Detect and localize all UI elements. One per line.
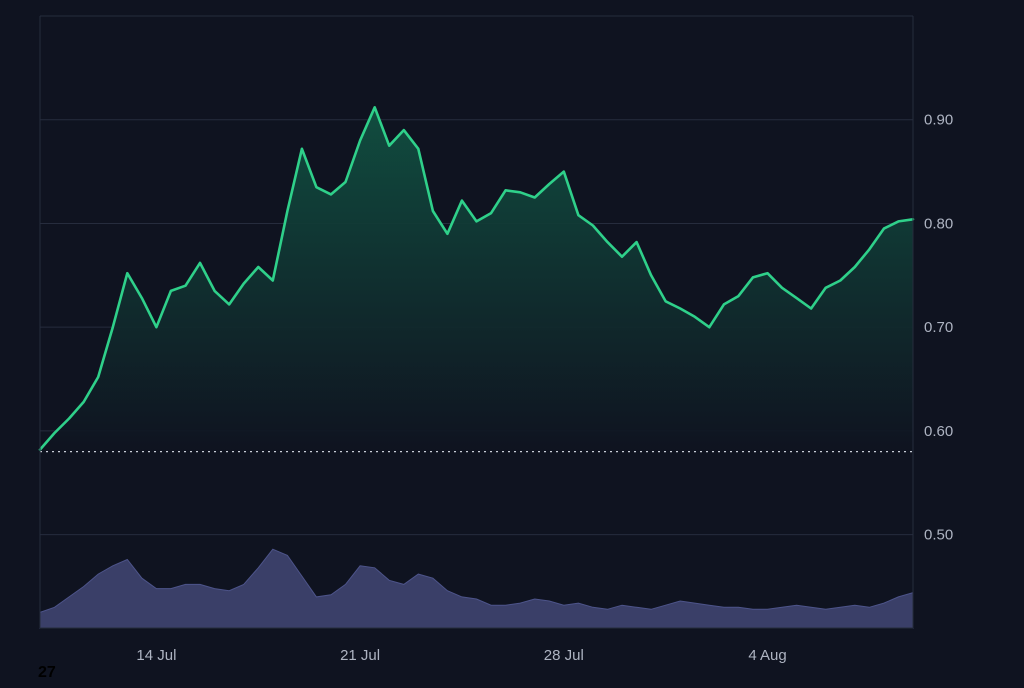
price-point — [199, 262, 201, 264]
price-point — [650, 274, 652, 277]
price-point — [97, 376, 99, 378]
price-line — [38, 106, 915, 451]
x-tick-label: 21 Jul — [340, 647, 380, 664]
price-point — [257, 266, 260, 268]
price-point — [694, 316, 696, 318]
price-point — [519, 191, 521, 194]
x-tick-label: 28 Jul — [544, 647, 584, 664]
y-tick-label: 0.90 — [924, 112, 953, 129]
price-point — [359, 139, 361, 142]
y-tick-label: 0.70 — [924, 319, 953, 336]
price-point — [141, 297, 143, 299]
x-axis: 14 Jul 21 Jul 28 Jul 4 Aug — [136, 647, 786, 664]
y-tick-label: 0.80 — [924, 215, 953, 232]
price-point — [126, 272, 129, 275]
volume-series — [39, 548, 914, 629]
price-point — [403, 129, 405, 131]
price-point — [315, 186, 318, 188]
price-point — [548, 183, 551, 185]
x-tick-label: 14 Jul — [136, 647, 176, 664]
price-point — [824, 287, 827, 289]
price-point — [737, 295, 740, 297]
price-point — [82, 401, 85, 403]
price-point — [577, 214, 580, 216]
price-point — [170, 290, 172, 292]
price-point — [723, 303, 725, 306]
price-point — [635, 241, 638, 243]
y-tick-label: 0.60 — [924, 423, 953, 440]
price-point — [112, 326, 114, 329]
volume-area — [39, 548, 914, 629]
price-point — [606, 241, 609, 243]
y-tick-label: 0.50 — [924, 527, 953, 544]
price-point — [272, 279, 274, 282]
price-point — [504, 189, 507, 192]
price-point — [563, 170, 565, 173]
price-point — [242, 282, 245, 285]
price-point — [432, 210, 434, 212]
price-point — [213, 290, 216, 292]
price-point — [417, 148, 420, 150]
price-point — [621, 255, 623, 258]
price-point — [781, 287, 783, 289]
price-point — [53, 432, 56, 434]
price-point — [388, 144, 391, 147]
price-point — [490, 212, 492, 214]
price-point — [461, 199, 463, 202]
price-point — [475, 220, 478, 223]
y-axis: 0.50 0.60 0.70 0.80 0.90 — [924, 112, 953, 544]
price-area — [40, 107, 913, 452]
price-point — [344, 181, 347, 183]
price-point — [795, 297, 798, 299]
price-point — [446, 233, 449, 235]
price-point — [883, 227, 885, 230]
price-point — [533, 196, 536, 199]
price-point — [68, 417, 70, 420]
price-point — [897, 220, 900, 223]
price-point — [301, 148, 303, 150]
price-point — [679, 307, 681, 310]
price-point — [854, 266, 856, 268]
x-tick-label: 4 Aug — [748, 647, 786, 664]
price-point — [286, 210, 289, 212]
price-point — [839, 279, 842, 282]
price-area-fill — [40, 107, 913, 452]
price-point — [592, 224, 594, 227]
price-point — [810, 307, 812, 310]
price-point — [155, 326, 158, 329]
price-point — [766, 272, 769, 275]
price-point — [708, 326, 711, 329]
price-point — [373, 106, 376, 109]
price-point — [330, 193, 332, 196]
price-point — [664, 300, 667, 303]
price-point — [868, 248, 871, 251]
corner-label: 27 — [38, 664, 56, 681]
price-point — [752, 276, 754, 279]
price-point — [228, 303, 230, 306]
plot-frame — [39, 15, 914, 629]
price-point — [184, 284, 187, 287]
